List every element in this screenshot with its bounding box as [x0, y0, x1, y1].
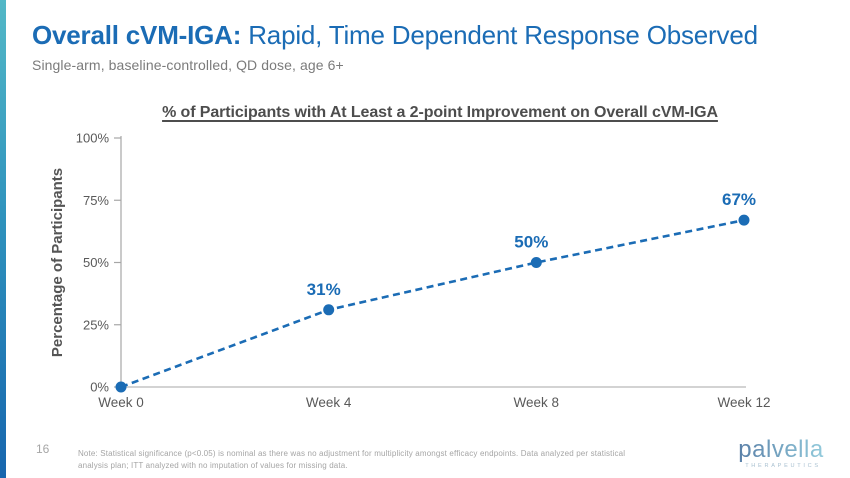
- page-title-rest: Rapid, Time Dependent Response Observed: [241, 20, 758, 50]
- y-axis-title: Percentage of Participants: [49, 168, 66, 357]
- y-tick-label: 25%: [83, 317, 109, 332]
- footnote-line-1: Note: Statistical significance (p<0.05) …: [78, 449, 626, 458]
- data-point-label: 50%: [514, 233, 548, 252]
- data-point-label: 67%: [722, 190, 756, 209]
- palvella-logo: palvella THERAPEUTICS: [738, 436, 824, 469]
- data-point: [115, 381, 127, 393]
- y-tick-label: 75%: [83, 193, 109, 208]
- x-tick-label: Week 8: [514, 395, 560, 410]
- accent-bar: [0, 0, 6, 478]
- series-line: [120, 218, 745, 389]
- page-number: 16: [36, 442, 50, 456]
- logo-wordmark: palvella: [738, 436, 824, 463]
- data-point: [323, 304, 335, 316]
- data-point-label: 31%: [307, 280, 341, 299]
- page-title: Overall cVM-IGA: Rapid, Time Dependent R…: [32, 20, 832, 51]
- footnote-line-2: analysis plan; ITT analyzed with no impu…: [78, 461, 348, 471]
- page-title-emphasis: Overall cVM-IGA:: [32, 20, 242, 50]
- y-tick-label: 50%: [83, 255, 109, 270]
- data-point: [530, 257, 542, 268]
- chart-title: % of Participants with At Least a 2-poin…: [162, 104, 718, 121]
- data-point: [738, 214, 750, 226]
- logo-tagline: THERAPEUTICS: [745, 463, 821, 469]
- footnote: Note: Statistical significance (p<0.05) …: [78, 448, 658, 473]
- y-tick-label: 0%: [90, 380, 109, 395]
- slide-header: Overall cVM-IGA: Rapid, Time Dependent R…: [32, 20, 832, 73]
- page-subtitle: Single-arm, baseline-controlled, QD dose…: [32, 56, 344, 73]
- x-tick-label: Week 0: [98, 395, 144, 410]
- x-tick-label: Week 12: [717, 395, 770, 410]
- y-tick-label: 100%: [76, 131, 110, 146]
- x-tick-label: Week 4: [306, 395, 352, 410]
